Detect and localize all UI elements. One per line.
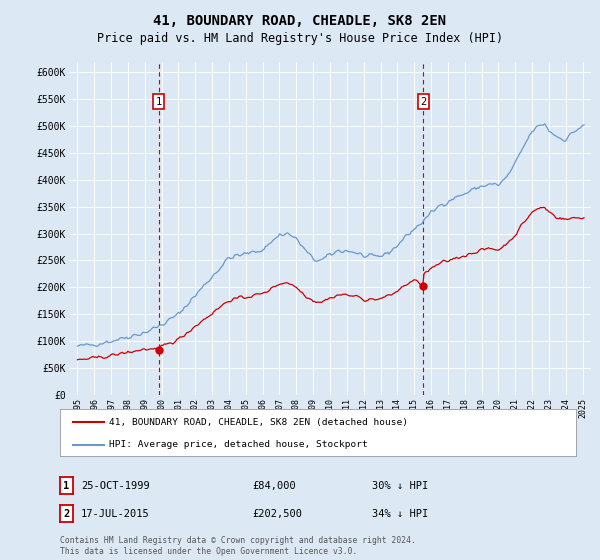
Text: HPI: Average price, detached house, Stockport: HPI: Average price, detached house, Stoc… <box>109 440 368 449</box>
Text: £202,500: £202,500 <box>252 508 302 519</box>
Text: 17-JUL-2015: 17-JUL-2015 <box>81 508 150 519</box>
Text: Price paid vs. HM Land Registry's House Price Index (HPI): Price paid vs. HM Land Registry's House … <box>97 32 503 45</box>
Text: 41, BOUNDARY ROAD, CHEADLE, SK8 2EN (detached house): 41, BOUNDARY ROAD, CHEADLE, SK8 2EN (det… <box>109 418 408 427</box>
Text: £84,000: £84,000 <box>252 480 296 491</box>
Text: 1: 1 <box>64 480 70 491</box>
Text: 2: 2 <box>64 508 70 519</box>
Text: 25-OCT-1999: 25-OCT-1999 <box>81 480 150 491</box>
Text: Contains HM Land Registry data © Crown copyright and database right 2024.
This d: Contains HM Land Registry data © Crown c… <box>60 536 416 556</box>
Text: 2: 2 <box>420 96 427 106</box>
Text: 34% ↓ HPI: 34% ↓ HPI <box>372 508 428 519</box>
Text: 41, BOUNDARY ROAD, CHEADLE, SK8 2EN: 41, BOUNDARY ROAD, CHEADLE, SK8 2EN <box>154 14 446 28</box>
Text: 1: 1 <box>155 96 162 106</box>
Text: 30% ↓ HPI: 30% ↓ HPI <box>372 480 428 491</box>
